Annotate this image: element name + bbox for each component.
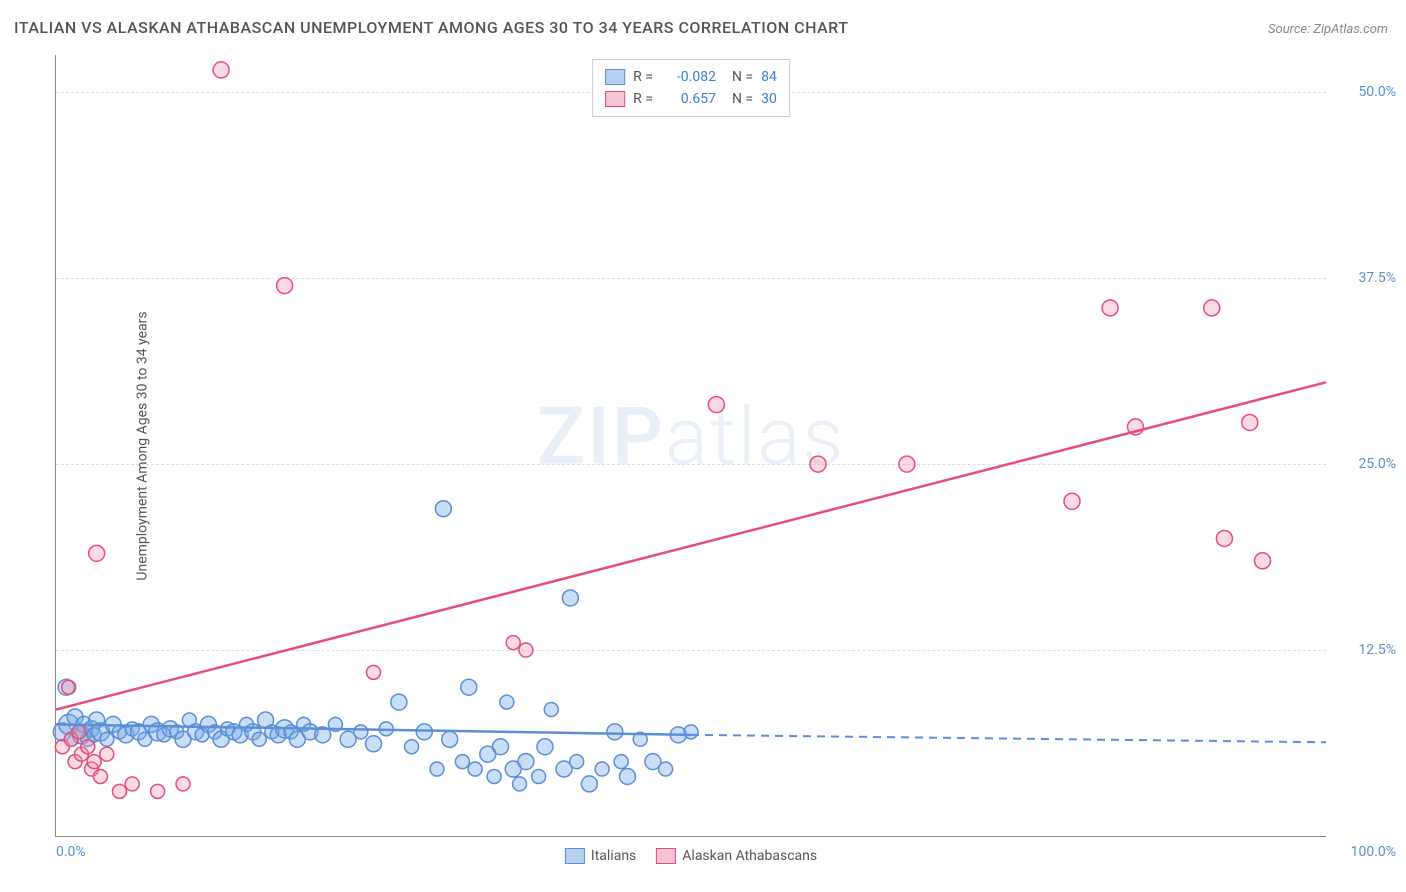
scatter-point (899, 456, 915, 472)
scatter-point (532, 769, 546, 783)
series-legend: Italians Alaskan Athabascans (565, 848, 817, 864)
scatter-point (1216, 530, 1232, 546)
scatter-point (113, 784, 127, 798)
scatter-point (570, 755, 584, 769)
scatter-point (506, 636, 520, 650)
scatter-point (562, 590, 578, 606)
plot-area: ZIPatlas 12.5%25.0%37.5%50.0% R =-0.082N… (55, 55, 1326, 837)
scatter-point (176, 777, 190, 791)
scatter-point (1102, 300, 1118, 316)
legend-label: Italians (591, 848, 636, 864)
correlation-legend: R = -0.082 N = 84 R = 0.657 N = 30 (592, 59, 790, 117)
trend-line (56, 382, 1326, 709)
scatter-point (252, 732, 266, 746)
legend-item: Alaskan Athabascans (656, 848, 817, 864)
scatter-point (89, 545, 105, 561)
scatter-point (513, 777, 527, 791)
y-tick-label: 50.0% (1336, 84, 1396, 100)
n-label: N = (732, 69, 753, 85)
scatter-point (684, 725, 698, 739)
scatter-point (614, 755, 628, 769)
y-tick-label: 37.5% (1336, 270, 1396, 286)
scatter-point (595, 762, 609, 776)
scatter-point (213, 62, 229, 78)
scatter-point (1204, 300, 1220, 316)
scatter-point (620, 768, 636, 784)
y-tick-label: 25.0% (1336, 456, 1396, 472)
scatter-point (62, 680, 76, 694)
r-value: 0.657 (661, 91, 716, 107)
legend-row: R = 0.657 N = 30 (605, 88, 777, 110)
legend-label: Alaskan Athabascans (682, 848, 817, 864)
scatter-point (93, 769, 107, 783)
scatter-point (519, 643, 533, 657)
scatter-point (487, 769, 501, 783)
scatter-point (659, 762, 673, 776)
scatter-point (581, 776, 597, 792)
scatter-point (455, 755, 469, 769)
chart-container: ITALIAN VS ALASKAN ATHABASCAN UNEMPLOYME… (0, 0, 1406, 892)
scatter-point (461, 679, 477, 695)
scatter-point (1255, 553, 1271, 569)
scatter-point (1242, 414, 1258, 430)
scatter-point (366, 736, 382, 752)
scatter-point (125, 777, 139, 791)
scatter-point (810, 456, 826, 472)
legend-swatch (565, 848, 585, 864)
scatter-point (435, 501, 451, 517)
scatter-point (72, 725, 86, 739)
source-attribution: Source: ZipAtlas.com (1268, 22, 1388, 37)
scatter-point (354, 725, 368, 739)
scatter-point (405, 740, 419, 754)
r-value: -0.082 (661, 69, 716, 85)
chart-title: ITALIAN VS ALASKAN ATHABASCAN UNEMPLOYME… (14, 18, 848, 37)
scatter-point (468, 762, 482, 776)
legend-swatch (605, 69, 625, 85)
legend-row: R = -0.082 N = 84 (605, 66, 777, 88)
scatter-point (1064, 493, 1080, 509)
legend-swatch (605, 91, 625, 107)
trend-line-extrapolated (691, 735, 1326, 742)
x-tick-max: 100.0% (1336, 844, 1396, 860)
r-label: R = (633, 91, 653, 107)
scatter-point (430, 762, 444, 776)
scatter-point (708, 397, 724, 413)
y-tick-label: 12.5% (1336, 642, 1396, 658)
scatter-point (544, 703, 558, 717)
scatter-point (100, 747, 114, 761)
scatter-point (493, 739, 509, 755)
scatter-point (391, 694, 407, 710)
scatter-point (81, 740, 95, 754)
scatter-point (607, 724, 623, 740)
x-tick-min: 0.0% (56, 844, 86, 860)
r-label: R = (633, 69, 653, 85)
n-value: 84 (761, 69, 777, 85)
scatter-point (367, 665, 381, 679)
legend-swatch (656, 848, 676, 864)
legend-item: Italians (565, 848, 636, 864)
scatter-point (87, 755, 101, 769)
scatter-point (277, 278, 293, 294)
scatter-point (500, 695, 514, 709)
n-value: 30 (761, 91, 777, 107)
scatter-svg (56, 55, 1326, 836)
n-label: N = (732, 91, 753, 107)
scatter-point (442, 731, 458, 747)
scatter-point (416, 724, 432, 740)
scatter-point (151, 784, 165, 798)
scatter-point (537, 739, 553, 755)
scatter-point (518, 754, 534, 770)
scatter-point (100, 732, 114, 746)
